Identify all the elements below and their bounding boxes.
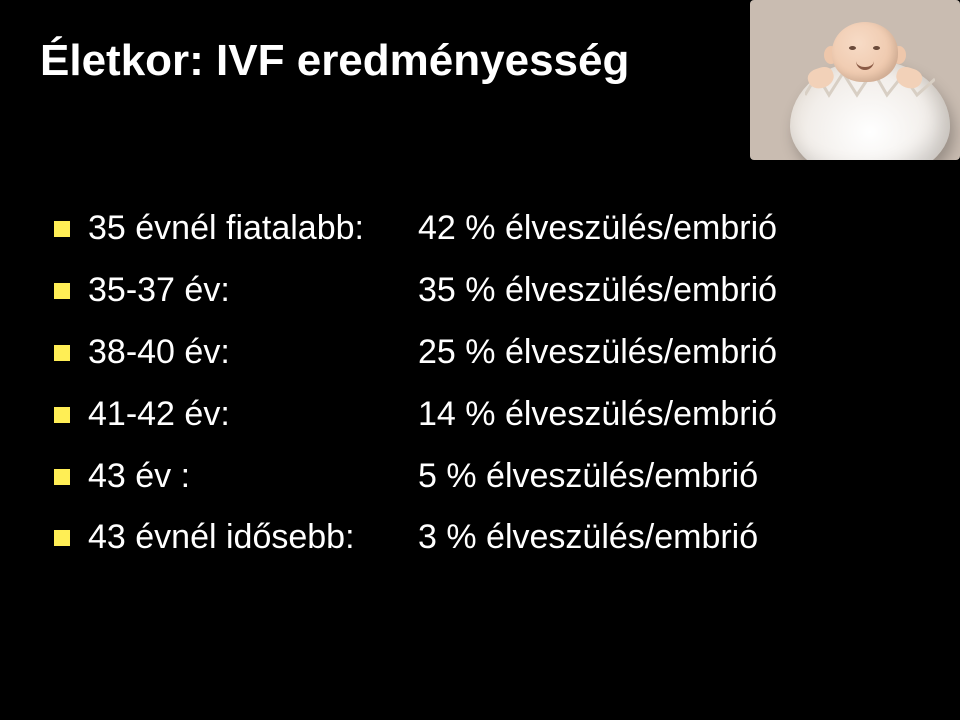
list-item: 38-40 év: 25 % élveszülés/embrió — [54, 330, 930, 376]
slide: Életkor: IVF eredményesség 35 évnél fiat… — [0, 0, 960, 720]
list-item: 43 év : 5 % élveszülés/embrió — [54, 454, 930, 500]
age-label: 43 év : — [88, 454, 418, 500]
age-label: 35 évnél fiatalabb: — [88, 206, 418, 252]
bullet-icon — [54, 407, 70, 423]
list-item: 35-37 év: 35 % élveszülés/embrió — [54, 268, 930, 314]
list-item: 41-42 év: 14 % élveszülés/embrió — [54, 392, 930, 438]
rate-value: 14 % élveszülés/embrió — [418, 392, 777, 438]
corner-image-baby-egg — [750, 0, 960, 160]
age-label: 41-42 év: — [88, 392, 418, 438]
rate-value: 25 % élveszülés/embrió — [418, 330, 777, 376]
rate-value: 5 % élveszülés/embrió — [418, 454, 758, 500]
rate-value: 3 % élveszülés/embrió — [418, 515, 758, 561]
baby-eye-left — [849, 46, 856, 50]
bullet-icon — [54, 469, 70, 485]
list-item: 35 évnél fiatalabb: 42 % élveszülés/embr… — [54, 206, 930, 252]
age-label: 43 évnél idősebb: — [88, 515, 418, 561]
rate-value: 35 % élveszülés/embrió — [418, 268, 777, 314]
bullet-icon — [54, 283, 70, 299]
list-item: 43 évnél idősebb: 3 % élveszülés/embrió — [54, 515, 930, 561]
age-label: 35-37 év: — [88, 268, 418, 314]
bullet-icon — [54, 530, 70, 546]
rate-value: 42 % élveszülés/embrió — [418, 206, 777, 252]
bullet-list: 35 évnél fiatalabb: 42 % élveszülés/embr… — [54, 206, 930, 561]
bullet-icon — [54, 221, 70, 237]
baby-head — [832, 22, 898, 82]
bullet-icon — [54, 345, 70, 361]
baby-eye-right — [873, 46, 880, 50]
age-label: 38-40 év: — [88, 330, 418, 376]
